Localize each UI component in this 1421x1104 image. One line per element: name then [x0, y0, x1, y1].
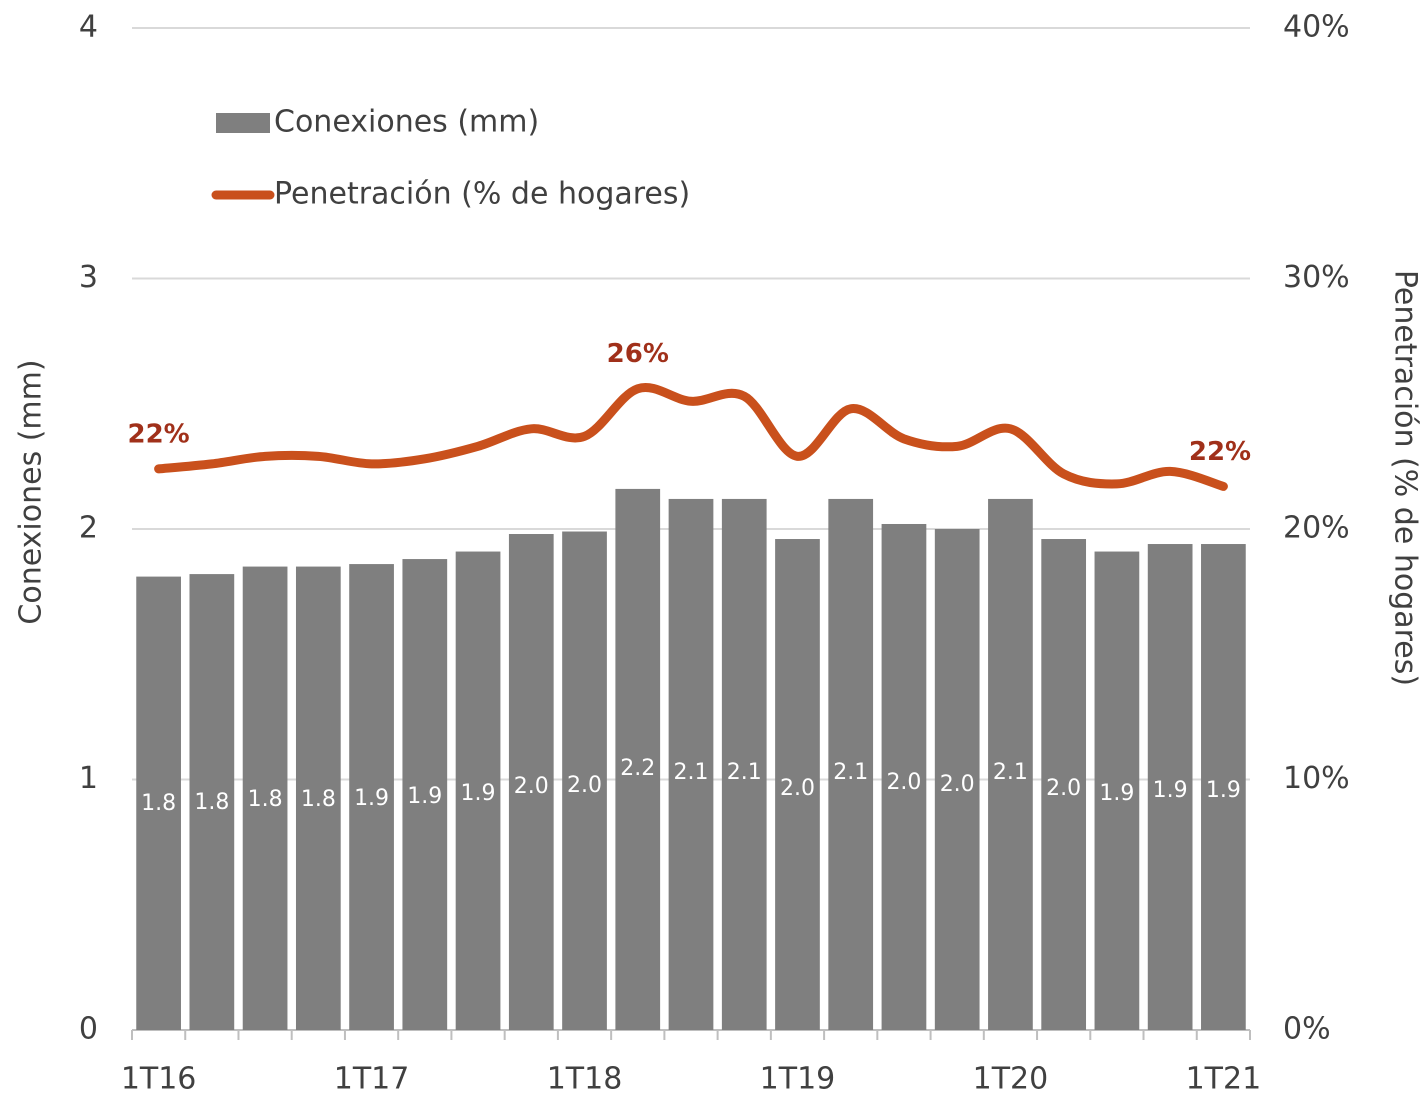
bar	[881, 523, 927, 1030]
value-label: 2.0	[940, 772, 975, 797]
y-tick-label: 0	[79, 1012, 98, 1047]
y-axis-title: Conexiones (mm)	[14, 359, 49, 624]
annotation: 22%	[128, 419, 190, 449]
bar	[349, 564, 394, 1030]
annotation: 22%	[1189, 437, 1251, 467]
x-tick-label: 1T21	[1186, 1062, 1262, 1097]
value-label: 1.9	[1099, 781, 1134, 806]
value-label: 2.1	[674, 760, 709, 785]
bar	[668, 498, 714, 1030]
bar	[775, 539, 820, 1030]
y-tick-label: 1	[79, 761, 98, 796]
value-label: 2.0	[886, 770, 921, 795]
value-label: 1.8	[301, 787, 336, 812]
x-tick-label: 1T16	[121, 1062, 197, 1097]
value-label: 1.9	[407, 784, 442, 809]
value-label: 2.0	[1046, 776, 1081, 801]
bar	[1147, 544, 1193, 1030]
annotation: 26%	[607, 339, 669, 369]
bar	[295, 566, 341, 1030]
y2-tick-label: 0%	[1283, 1012, 1331, 1047]
value-label: 1.8	[141, 791, 176, 816]
bar	[562, 531, 607, 1030]
y-tick-label: 2	[79, 511, 98, 546]
value-label: 1.9	[354, 786, 389, 811]
bar	[242, 566, 288, 1030]
y2-tick-label: 20%	[1283, 511, 1350, 546]
bar	[189, 574, 235, 1030]
value-label: 2.1	[833, 760, 868, 785]
x-tick-label: 1T17	[334, 1062, 410, 1097]
bar	[136, 576, 181, 1030]
y2-tick-label: 40%	[1283, 10, 1350, 45]
bar	[615, 488, 661, 1030]
bar	[1094, 551, 1140, 1030]
value-label: 2.1	[727, 760, 762, 785]
value-label: 2.0	[780, 776, 815, 801]
line	[154, 383, 1228, 491]
legend-label: Penetración (% de hogares)	[274, 177, 690, 212]
value-label: 2.2	[620, 756, 655, 781]
value-label: 1.8	[248, 787, 283, 812]
value-label: 1.9	[1206, 778, 1241, 803]
x-tick-label: 1T19	[760, 1062, 836, 1097]
bar	[1201, 544, 1246, 1030]
bar	[1041, 539, 1087, 1030]
value-label: 2.0	[514, 774, 549, 799]
y2-axis-title: Penetración (% de hogares)	[1388, 270, 1421, 686]
bar	[402, 559, 448, 1030]
bar	[508, 534, 554, 1030]
x-tick-label: 1T20	[973, 1062, 1049, 1097]
bar	[455, 551, 501, 1030]
value-label: 1.8	[194, 790, 229, 815]
y2-tick-label: 30%	[1283, 260, 1350, 295]
value-label: 1.9	[1153, 778, 1188, 803]
y-tick-label: 4	[79, 10, 98, 45]
bar	[828, 498, 874, 1030]
x-tick-label: 1T18	[547, 1062, 623, 1097]
bar	[988, 498, 1033, 1030]
legend-swatch	[216, 113, 270, 133]
value-label: 1.9	[461, 781, 496, 806]
y2-tick-label: 10%	[1283, 761, 1350, 796]
bar	[721, 498, 767, 1030]
value-label: 2.1	[993, 760, 1028, 785]
bar	[934, 529, 980, 1030]
y-tick-label: 3	[79, 260, 98, 295]
value-label: 2.0	[567, 773, 602, 798]
legend-label: Conexiones (mm)	[274, 105, 539, 140]
